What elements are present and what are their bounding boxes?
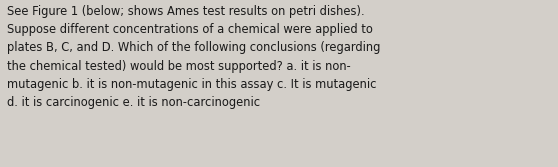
Text: See Figure 1 (below; shows Ames test results on petri dishes).
Suppose different: See Figure 1 (below; shows Ames test res… xyxy=(7,5,381,109)
